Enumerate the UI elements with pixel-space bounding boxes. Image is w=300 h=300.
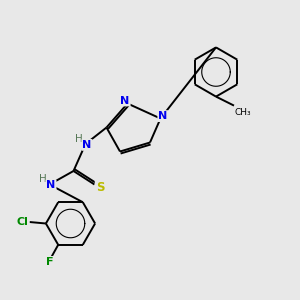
Text: S: S (96, 181, 104, 194)
Text: N: N (82, 140, 91, 150)
Text: H: H (39, 174, 47, 184)
Text: N: N (158, 111, 167, 121)
Text: H: H (75, 134, 83, 144)
Text: CH₃: CH₃ (235, 108, 251, 117)
Text: N: N (121, 95, 130, 106)
Text: N: N (46, 180, 56, 190)
Text: Cl: Cl (17, 217, 29, 227)
Text: F: F (46, 257, 54, 267)
